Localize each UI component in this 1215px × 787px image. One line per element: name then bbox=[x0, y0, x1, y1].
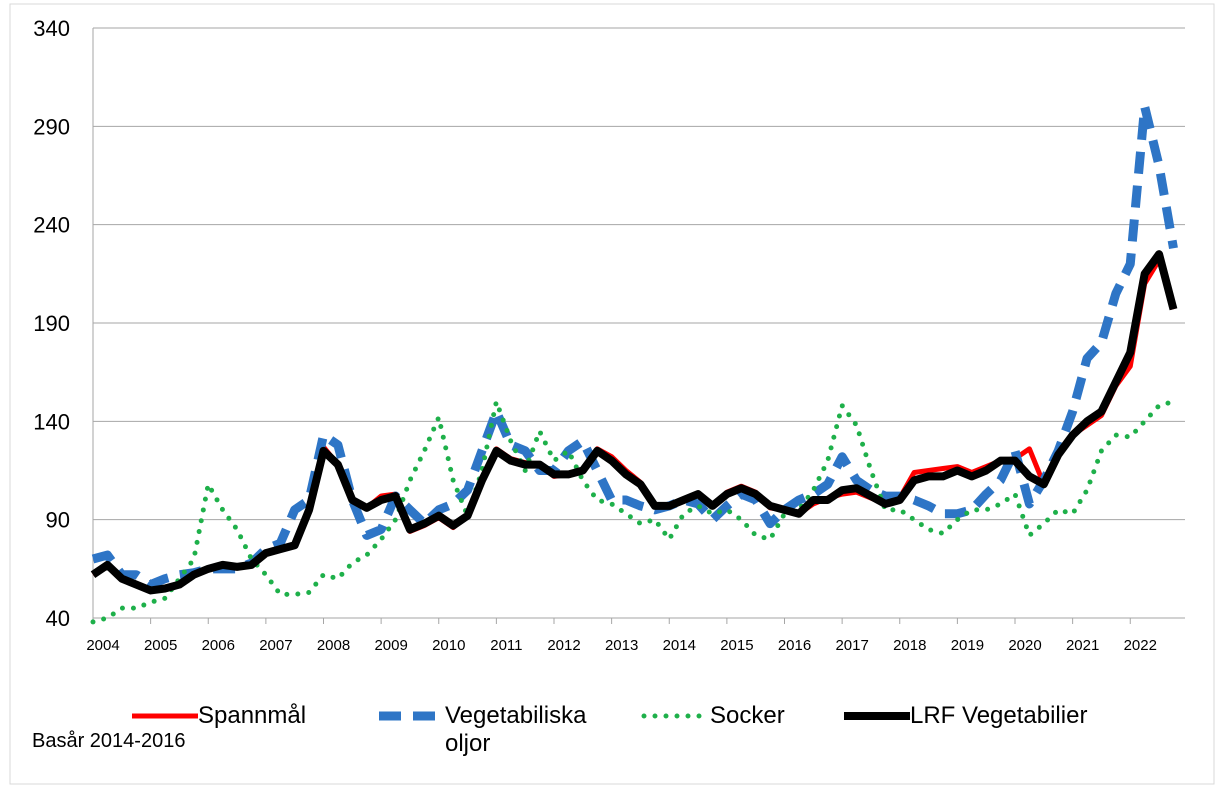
x-tick-label: 2009 bbox=[374, 637, 407, 654]
x-tick-label: 2019 bbox=[951, 637, 984, 654]
x-tick-label: 2014 bbox=[663, 637, 696, 654]
legend-item: LRF Vegetabilier bbox=[840, 702, 1170, 730]
x-tick-label: 2017 bbox=[835, 637, 868, 654]
x-tick-label: 2020 bbox=[1008, 637, 1041, 654]
x-tick-label: 2022 bbox=[1124, 637, 1157, 654]
legend-item: Spannmål bbox=[128, 702, 348, 730]
x-tick-label: 2011 bbox=[490, 637, 522, 654]
legend-swatch bbox=[379, 711, 445, 721]
legend-label: Vegetabiliska oljor bbox=[445, 702, 587, 757]
x-tick-label: 2007 bbox=[259, 637, 292, 654]
y-tick-label: 240 bbox=[33, 213, 70, 238]
legend-swatch bbox=[844, 712, 910, 720]
legend-swatch bbox=[641, 713, 710, 719]
legend-item: Vegetabiliska oljor bbox=[375, 702, 620, 758]
x-tick-label: 2012 bbox=[547, 637, 580, 654]
x-tick-label: 2004 bbox=[86, 637, 119, 654]
series-line bbox=[91, 102, 1178, 590]
series-line bbox=[91, 257, 1176, 593]
series-line bbox=[90, 399, 1176, 625]
series-line bbox=[90, 250, 1178, 595]
legend-label: Spannmål bbox=[198, 702, 307, 729]
x-tick-label: 2006 bbox=[202, 637, 235, 654]
y-tick-label: 90 bbox=[46, 508, 70, 533]
y-tick-label: 340 bbox=[33, 16, 70, 41]
legend-label: Socker bbox=[710, 702, 785, 729]
chart-border bbox=[9, 3, 1215, 785]
x-tick-label: 2021 bbox=[1066, 637, 1099, 654]
x-tick-label: 2008 bbox=[317, 637, 350, 654]
note: Basår 2014-2016 bbox=[32, 730, 186, 752]
x-tick-label: 2018 bbox=[893, 637, 926, 654]
x-tick-label: 2005 bbox=[144, 637, 177, 654]
legend-item: Socker bbox=[640, 702, 820, 730]
x-tick-label: 2016 bbox=[778, 637, 811, 654]
y-tick-label: 190 bbox=[33, 311, 70, 336]
y-tick-label: 40 bbox=[46, 606, 70, 631]
x-tick-label: 2013 bbox=[605, 637, 638, 654]
x-tick-label: 2010 bbox=[432, 637, 465, 654]
y-tick-label: 140 bbox=[33, 409, 70, 434]
y-tick-label: 290 bbox=[33, 114, 70, 139]
legend-label: LRF Vegetabilier bbox=[910, 702, 1088, 729]
x-tick-label: 2015 bbox=[720, 637, 753, 654]
legend-swatch bbox=[132, 713, 198, 719]
